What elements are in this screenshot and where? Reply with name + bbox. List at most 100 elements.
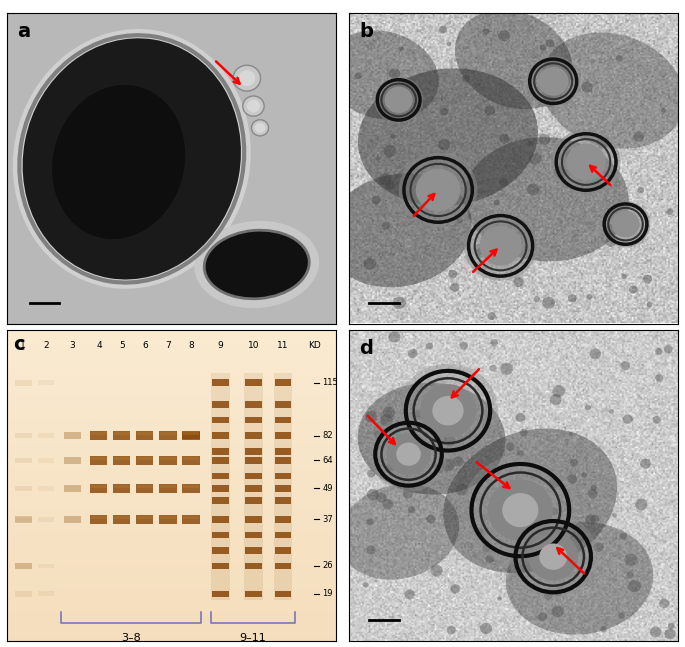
Ellipse shape bbox=[386, 463, 395, 472]
Text: 7: 7 bbox=[165, 341, 171, 350]
Ellipse shape bbox=[647, 302, 652, 307]
Bar bbox=[275, 591, 291, 597]
Bar bbox=[245, 591, 262, 597]
Bar bbox=[275, 498, 291, 504]
Ellipse shape bbox=[625, 554, 638, 566]
Text: 10: 10 bbox=[248, 341, 259, 350]
Bar bbox=[114, 516, 130, 519]
Bar bbox=[160, 431, 177, 440]
Ellipse shape bbox=[388, 331, 400, 342]
Bar bbox=[114, 515, 130, 524]
Ellipse shape bbox=[664, 345, 673, 353]
Bar bbox=[212, 563, 229, 569]
Ellipse shape bbox=[403, 489, 413, 499]
Ellipse shape bbox=[526, 56, 580, 107]
Bar bbox=[15, 485, 32, 491]
Bar bbox=[90, 484, 108, 493]
Ellipse shape bbox=[582, 472, 587, 477]
Bar bbox=[212, 432, 229, 439]
Bar bbox=[114, 457, 130, 460]
Bar bbox=[182, 515, 199, 524]
Bar bbox=[275, 401, 291, 408]
Ellipse shape bbox=[451, 584, 460, 593]
Ellipse shape bbox=[442, 459, 455, 471]
Ellipse shape bbox=[456, 217, 463, 223]
Ellipse shape bbox=[396, 443, 421, 466]
Ellipse shape bbox=[653, 416, 660, 424]
Bar bbox=[38, 433, 54, 438]
Ellipse shape bbox=[379, 173, 392, 185]
Ellipse shape bbox=[499, 134, 510, 144]
Ellipse shape bbox=[410, 437, 418, 444]
Ellipse shape bbox=[386, 181, 395, 190]
Bar bbox=[15, 563, 32, 569]
Ellipse shape bbox=[546, 39, 554, 47]
Ellipse shape bbox=[390, 133, 395, 138]
Bar bbox=[212, 472, 229, 479]
Ellipse shape bbox=[551, 129, 621, 195]
Ellipse shape bbox=[247, 100, 260, 113]
Ellipse shape bbox=[527, 140, 534, 147]
Bar bbox=[91, 516, 107, 519]
Ellipse shape bbox=[538, 613, 547, 621]
Bar bbox=[114, 485, 130, 488]
Bar bbox=[137, 457, 153, 460]
Ellipse shape bbox=[475, 248, 485, 258]
Bar bbox=[160, 455, 177, 465]
Ellipse shape bbox=[667, 208, 673, 215]
Bar bbox=[183, 485, 199, 488]
Ellipse shape bbox=[363, 258, 376, 270]
Ellipse shape bbox=[398, 364, 498, 458]
Text: 64: 64 bbox=[323, 456, 333, 465]
Bar bbox=[15, 380, 32, 386]
Bar bbox=[275, 485, 291, 492]
Ellipse shape bbox=[551, 606, 564, 617]
Ellipse shape bbox=[380, 414, 393, 426]
Bar bbox=[275, 532, 291, 538]
Bar bbox=[38, 458, 54, 463]
Ellipse shape bbox=[412, 175, 416, 179]
Bar bbox=[245, 401, 262, 408]
Ellipse shape bbox=[393, 297, 406, 309]
Bar bbox=[15, 563, 32, 569]
Bar bbox=[275, 457, 291, 464]
Bar bbox=[245, 516, 262, 523]
Bar bbox=[38, 517, 54, 522]
Text: 9–11: 9–11 bbox=[239, 633, 266, 642]
Bar bbox=[160, 432, 176, 435]
Ellipse shape bbox=[515, 518, 521, 524]
Text: 82: 82 bbox=[323, 431, 333, 440]
Ellipse shape bbox=[650, 626, 662, 637]
Bar bbox=[91, 457, 107, 460]
Ellipse shape bbox=[438, 138, 450, 150]
Ellipse shape bbox=[506, 443, 514, 451]
Ellipse shape bbox=[23, 38, 241, 280]
Ellipse shape bbox=[462, 75, 470, 82]
Ellipse shape bbox=[366, 518, 374, 525]
Ellipse shape bbox=[255, 123, 265, 133]
Ellipse shape bbox=[338, 484, 459, 580]
Text: 11: 11 bbox=[277, 341, 289, 350]
Bar bbox=[182, 455, 199, 465]
Bar bbox=[114, 484, 130, 493]
Ellipse shape bbox=[385, 87, 412, 113]
Bar bbox=[245, 485, 262, 492]
Bar bbox=[136, 484, 153, 493]
Ellipse shape bbox=[590, 515, 599, 523]
Bar bbox=[245, 379, 262, 386]
Ellipse shape bbox=[643, 275, 652, 283]
Bar bbox=[137, 432, 153, 435]
Ellipse shape bbox=[462, 455, 578, 565]
Ellipse shape bbox=[428, 173, 438, 182]
Ellipse shape bbox=[550, 394, 562, 405]
Ellipse shape bbox=[544, 591, 553, 600]
Ellipse shape bbox=[444, 436, 456, 446]
Text: 19: 19 bbox=[323, 589, 333, 598]
Ellipse shape bbox=[488, 479, 553, 541]
Ellipse shape bbox=[529, 153, 542, 165]
Ellipse shape bbox=[473, 244, 486, 256]
Bar bbox=[15, 516, 32, 522]
Bar bbox=[114, 455, 130, 465]
Ellipse shape bbox=[640, 459, 651, 468]
Bar bbox=[15, 457, 32, 463]
